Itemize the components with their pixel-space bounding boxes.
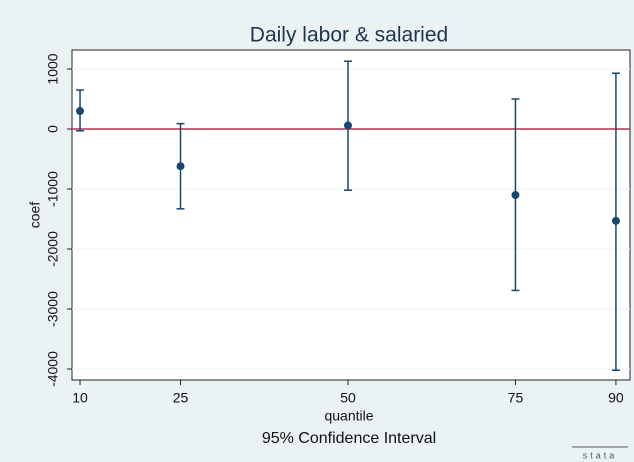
note: 95% Confidence Interval — [262, 430, 436, 447]
chart-title: Daily labor & salaried — [250, 24, 448, 47]
y-tick-label: -3000 — [45, 291, 61, 327]
y-tick-label: 1000 — [45, 53, 61, 84]
x-tick-label: 10 — [72, 390, 88, 406]
y-tick-label: -2000 — [45, 231, 61, 267]
plot-area — [71, 49, 631, 381]
point — [611, 216, 620, 225]
y-tick-label: 0 — [45, 125, 61, 133]
x-tick-label: 25 — [173, 390, 189, 406]
y-tick-label: -1000 — [45, 171, 61, 207]
point — [343, 121, 352, 130]
point — [511, 191, 520, 200]
point — [176, 162, 185, 171]
x-tick-label: 50 — [340, 390, 356, 406]
x-tick-label: 90 — [608, 390, 624, 406]
y-axis-label: coef — [27, 202, 43, 229]
x-tick-label: 75 — [508, 390, 524, 406]
x-axis-label: quantile — [324, 408, 373, 424]
logo: stata — [583, 450, 618, 460]
y-tick-label: -4000 — [45, 351, 61, 387]
point — [76, 107, 85, 116]
